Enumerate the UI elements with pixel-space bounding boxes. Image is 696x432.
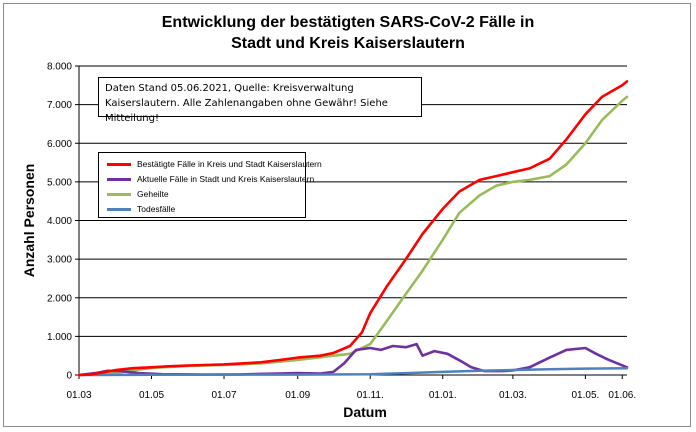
legend-label: Geheilte: [137, 189, 169, 199]
source-note-line2: Kaiserslautern. Alle Zahlenangaben ohne …: [105, 98, 388, 124]
x-tick-label: 01.05.: [571, 390, 599, 401]
chart-title-line2: Stadt und Kreis Kaiserslautern: [231, 35, 465, 52]
legend-item-bestaetigte: Bestätigte Fälle in Kreis und Stadt Kais…: [107, 158, 322, 170]
legend-swatch: [107, 192, 131, 196]
series-bestaetigte-line: [77, 80, 629, 377]
y-tick-label: 3.000: [47, 255, 72, 266]
legend-swatch: [107, 177, 131, 181]
legend-swatch: [107, 162, 131, 166]
x-tick-label: 01.03: [66, 390, 91, 401]
legend: Bestätigte Fälle in Kreis und Stadt Kais…: [98, 152, 322, 218]
series-lines: [77, 80, 629, 377]
series-geheilte-line: [77, 95, 629, 377]
y-tick-label: 4.000: [47, 216, 72, 227]
legend-label: Aktuelle Fälle in Stadt und Kreis Kaiser…: [137, 174, 315, 184]
x-tick-label: 01.07: [212, 390, 237, 401]
x-tick-label: 01.03.: [499, 390, 527, 401]
legend-item-todesfaelle: Todesfälle: [107, 203, 175, 215]
x-tick-label: 01.09: [285, 390, 310, 401]
source-note: Daten Stand 05.06.2021, Quelle: Kreisver…: [98, 77, 422, 124]
y-tick-label: 7.000: [47, 100, 72, 111]
y-tick-label: 0: [66, 371, 72, 382]
x-tick-label: 01.05: [139, 390, 164, 401]
y-tick-label: 8.000: [47, 62, 72, 73]
chart-title-line1: Entwicklung der bestätigten SARS-CoV-2 F…: [161, 14, 535, 31]
source-note-line1: Daten Stand 05.06.2021, Quelle: Kreisver…: [105, 83, 354, 94]
series-todesfaelle-line: [77, 366, 629, 377]
y-tick-label: 5.000: [47, 177, 72, 188]
y-tick-label: 2.000: [47, 293, 72, 304]
x-axis-title: Datum: [343, 404, 387, 420]
y-axis-title: Anzahl Personen: [21, 164, 37, 278]
legend-swatch: [107, 207, 131, 211]
legend-label: Todesfälle: [137, 204, 176, 214]
legend-item-geheilte: Geheilte: [107, 188, 169, 200]
y-tick-label: 6.000: [47, 139, 72, 150]
chart-title: Entwicklung der bestätigten SARS-CoV-2 F…: [0, 12, 696, 54]
x-tick-label: 01.01.: [429, 390, 457, 401]
x-tick-label: 01.11.: [357, 390, 384, 401]
x-tick-label: 01.06.: [608, 390, 636, 401]
axis-labels: 0 1.000 2.000 3.000 4.000 5.000 6.000 7.000 8.00…: [21, 62, 636, 421]
legend-label: Bestätigte Fälle in Kreis und Stadt Kais…: [137, 159, 322, 169]
legend-item-aktuelle: Aktuelle Fälle in Stadt und Kreis Kaiser…: [107, 173, 314, 185]
y-tick-label: 1.000: [47, 332, 72, 343]
